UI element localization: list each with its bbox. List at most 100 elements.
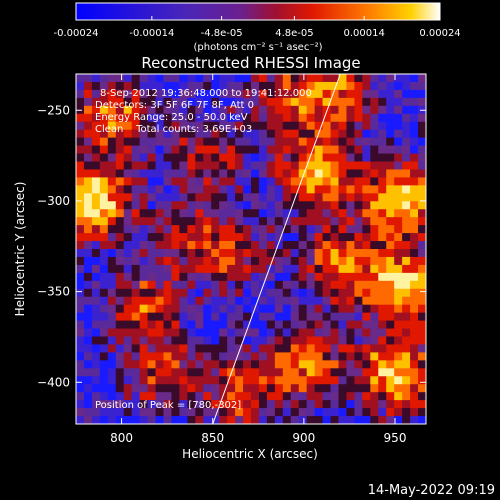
heatmap-cell [131,209,141,218]
axis-ticks: 800 850 900 950−250−300−350−400 [37,74,426,445]
heatmap-cell [394,336,403,346]
heatmap-cell [131,193,141,202]
heatmap-cell [314,81,324,91]
heatmap-cell [171,105,181,115]
heatmap-cell [227,113,236,123]
heatmap-cell [266,201,276,210]
heatmap-cell [394,89,403,99]
heatmap-cell [282,400,292,409]
heatmap-cell [219,74,228,83]
heatmap-cell [251,233,260,242]
heatmap-cell [83,256,93,266]
heatmap-cell [171,169,181,179]
heatmap-cell [203,352,212,361]
heatmap-cell [179,105,188,115]
heatmap-cell [219,416,228,424]
heatmap-cell [83,74,93,83]
heatmap-cell [410,217,419,226]
heatmap-cell [338,145,348,155]
heatmap-cell [338,249,348,258]
heatmap-cell [91,280,101,290]
heatmap-cell [346,368,356,377]
heatmap-cell [338,177,348,186]
heatmap-cell [338,408,348,417]
heatmap-cell [187,280,196,290]
heatmap-cell [402,384,411,393]
heatmap-cell [171,129,181,139]
heatmap-cell [76,74,85,83]
heatmap-cell [219,121,228,131]
heatmap-cell [131,81,141,91]
heatmap-cell [195,280,204,290]
heatmap-cell [235,177,244,186]
heatmap-cell [418,416,426,424]
heatmap-cell [76,153,85,163]
heatmap-cell [338,137,348,147]
heatmap-cell [362,177,371,186]
heatmap-cell [306,320,316,330]
heatmap-cell [322,97,332,107]
heatmap-cell [203,360,212,369]
heatmap-cell [131,288,141,298]
heatmap-cell [282,209,292,218]
heatmap-cell [195,272,204,282]
heatmap-cell [354,304,363,314]
heatmap-cell [195,233,204,242]
heatmap-cell [290,336,300,346]
heatmap-cell [115,201,125,210]
heatmap-cell [163,137,173,147]
heatmap-cell [219,201,228,210]
heatmap-cell [354,153,363,163]
heatmap-cell [131,89,141,99]
heatmap-cell [203,89,212,99]
heatmap-cell [195,89,204,99]
heatmap-cell [338,193,348,202]
heatmap-cell [362,201,371,210]
heatmap-cell [298,81,308,91]
heatmap-cell [243,201,252,210]
heatmap-cell [195,264,204,274]
heatmap-cell [83,153,93,163]
heatmap-cell [227,392,236,401]
heatmap-cell [203,201,212,210]
heatmap-cell [147,121,157,131]
heatmap-cell [282,360,292,369]
heatmap-cell [354,296,363,306]
heatmap-cell [402,344,411,354]
heatmap-cell [187,264,196,274]
heatmap-cell [163,129,173,139]
heatmap-cell [219,400,228,409]
heatmap-cell [219,185,228,194]
heatmap-cell [251,336,260,346]
heatmap-cell [179,121,188,131]
heatmap-cell [163,400,173,409]
colorbar-tick-label: -0.00024 [54,28,99,39]
heatmap-cell [155,376,165,385]
heatmap-cell [306,256,316,266]
heatmap-cell [346,169,356,179]
heatmap-cell [235,320,244,330]
heatmap-cell [99,225,109,234]
heatmap-cell [354,288,363,298]
heatmap-cell [290,74,300,83]
heatmap-cell [314,256,324,266]
heatmap-cell [330,137,340,147]
heatmap-cell [362,408,371,417]
heatmap-cell [147,328,157,338]
heatmap-cell [370,185,379,194]
heatmap-cell [99,416,109,424]
heatmap-cell [338,368,348,377]
heatmap-cell [131,225,141,234]
heatmap-cell [314,161,324,171]
heatmap-cell [179,169,188,179]
heatmap-cell [155,249,165,258]
heatmap-cell [163,233,173,242]
heatmap-cell [203,137,212,147]
heatmap-cell [346,161,356,171]
heatmap-cell [251,185,260,194]
heatmap-cell [219,376,228,385]
heatmap-cell [131,145,141,155]
heatmap-cell [115,105,125,115]
heatmap-cell [330,328,340,338]
